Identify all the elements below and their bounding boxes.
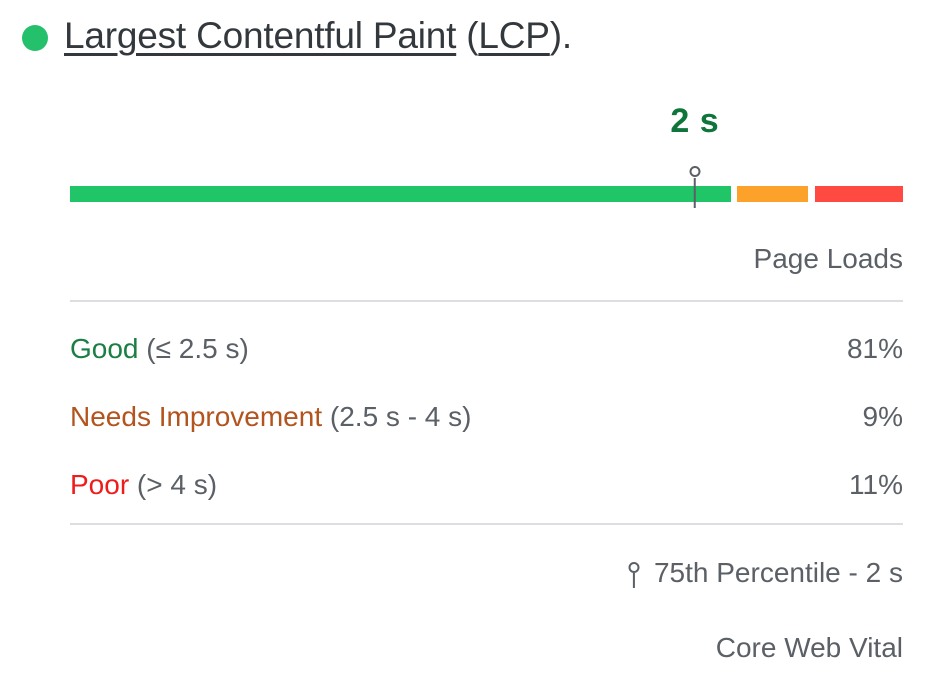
percentile-value-label: 2 s [670,102,720,140]
bucket-percentage: 81% [846,333,903,364]
pin-head [628,562,640,573]
divider-top [70,300,903,302]
core-web-vital-label: Core Web Vital [715,632,903,663]
bucket-range: (> 4 s) [129,469,218,500]
metric-title-row[interactable]: Largest Contentful Paint (LCP). [22,12,572,60]
bucket-percentage: 9% [862,401,903,432]
bucket-name: Poor [70,469,130,500]
title-open-paren: ( [456,15,479,56]
bucket-name: Needs Improvement [70,401,323,432]
metric-abbr-link[interactable]: LCP [478,15,550,56]
pin-stem [632,573,636,588]
metric-name-link[interactable]: Largest Contentful Paint [64,15,457,56]
table-row: Needs Improvement (2.5 s - 4 s) 9% [70,401,903,433]
percentile-footer-label: 75th Percentile - 2 s [653,557,903,588]
column-header-page-loads: Page Loads [753,243,903,274]
bucket-percentage: 11% [849,469,903,500]
bucket-name: Good [70,333,139,364]
bar-segment-needs-improvement[interactable] [737,186,809,202]
title-close-paren: ). [549,15,572,56]
pin-stem [693,178,696,208]
percentile-pin-icon [686,166,704,208]
status-indicator-icon [22,25,48,51]
map-pin-icon [627,560,641,590]
pin-head [689,166,701,177]
table-row: Poor (> 4 s) 11% [70,469,903,501]
percentile-footer: 75th Percentile - 2 s [627,557,903,589]
bar-segment-good[interactable] [70,186,732,202]
row-label: Good (≤ 2.5 s) [70,333,249,365]
bucket-range: (2.5 s - 4 s) [322,401,472,432]
bar-segment-poor[interactable] [814,186,903,202]
divider-bottom [70,523,903,525]
distribution-bar[interactable] [70,186,903,202]
page-title: Largest Contentful Paint (LCP). [64,14,572,58]
row-label: Needs Improvement (2.5 s - 4 s) [70,401,471,433]
row-label: Poor (> 4 s) [70,469,217,501]
table-row: Good (≤ 2.5 s) 81% [70,333,903,365]
bucket-range: (≤ 2.5 s) [138,333,249,364]
